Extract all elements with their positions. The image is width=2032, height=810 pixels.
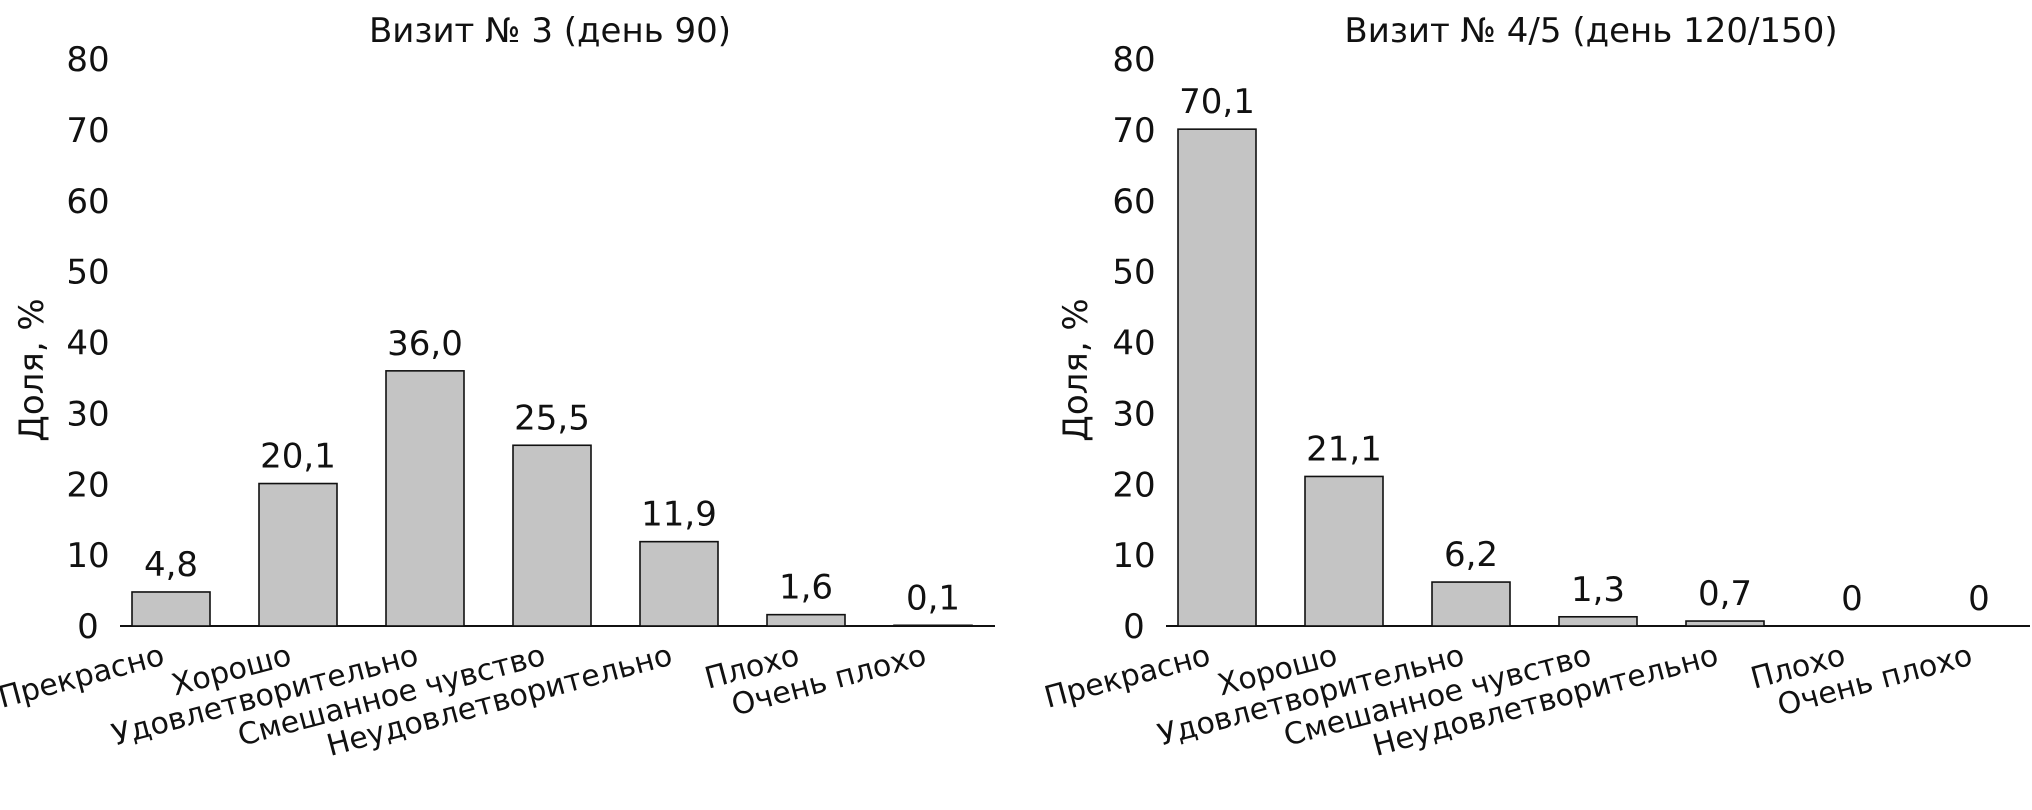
y-tick-label: 60	[1112, 182, 1155, 222]
data-label: 0,7	[1698, 574, 1752, 614]
y-tick-label: 40	[1112, 324, 1155, 364]
bar	[1177, 128, 1257, 627]
y-tick-label: 30	[66, 394, 109, 434]
y-tick-label: 40	[66, 324, 109, 364]
chart-marks: 0102030405060708070,1Прекрасно21,1Хорошо…	[1041, 40, 1990, 764]
bar	[766, 613, 846, 627]
chart-title: Визит № 4/5 (день 120/150)	[1344, 11, 1837, 51]
y-tick-label: 50	[66, 253, 109, 293]
y-tick-label: 0	[77, 607, 99, 647]
data-label: 11,9	[641, 495, 717, 535]
bar	[893, 624, 973, 627]
data-label: 20,1	[260, 437, 336, 477]
data-label: 0,1	[906, 578, 960, 618]
y-tick-label: 70	[66, 111, 109, 151]
y-tick-label: 80	[66, 40, 109, 80]
chart-visit-3: Визит № 3 (день 90) Доля, % 0 10 20 30 40 50 6…	[0, 11, 995, 764]
chart-marks: 010203040506070804,8Прекрасно20,1Хорошо3…	[0, 40, 973, 764]
data-label: 0	[1968, 579, 1990, 619]
bar	[1685, 620, 1765, 627]
bar	[258, 482, 338, 627]
bar	[131, 591, 211, 627]
y-tick-label: 50	[1112, 253, 1155, 293]
bar	[639, 540, 719, 627]
data-label: 4,8	[144, 545, 198, 585]
y-tick-label: 80	[1112, 40, 1155, 80]
data-label: 21,1	[1306, 429, 1382, 469]
data-label: 1,6	[779, 568, 833, 608]
y-tick-label: 20	[66, 465, 109, 505]
category-label: Прекрасно	[0, 638, 168, 716]
category-label: Прекрасно	[1041, 638, 1214, 716]
y-tick-label: 10	[66, 536, 109, 576]
y-tick-label: 20	[1112, 465, 1155, 505]
data-label: 1,3	[1571, 570, 1625, 610]
data-label: 6,2	[1444, 535, 1498, 575]
data-label: 36,0	[387, 324, 463, 364]
y-tick-label: 70	[1112, 111, 1155, 151]
bar	[1558, 615, 1638, 627]
y-axis-label: Доля, %	[1056, 298, 1096, 441]
data-label: 0	[1841, 579, 1863, 619]
chart-visit-4-5: Визит № 4/5 (день 120/150) Доля, % 0 10 20…	[1041, 11, 2030, 764]
y-tick-label: 60	[66, 182, 109, 222]
bar	[1304, 475, 1384, 627]
bar	[1431, 581, 1511, 627]
y-tick-label: 10	[1112, 536, 1155, 576]
y-tick-label: 30	[1112, 394, 1155, 434]
data-label: 70,1	[1179, 82, 1255, 122]
chart-title: Визит № 3 (день 90)	[369, 11, 731, 51]
y-axis-label: Доля, %	[12, 298, 52, 441]
bar	[385, 370, 465, 627]
y-tick-label: 0	[1123, 607, 1145, 647]
bar	[512, 444, 592, 627]
data-label: 25,5	[514, 398, 590, 438]
